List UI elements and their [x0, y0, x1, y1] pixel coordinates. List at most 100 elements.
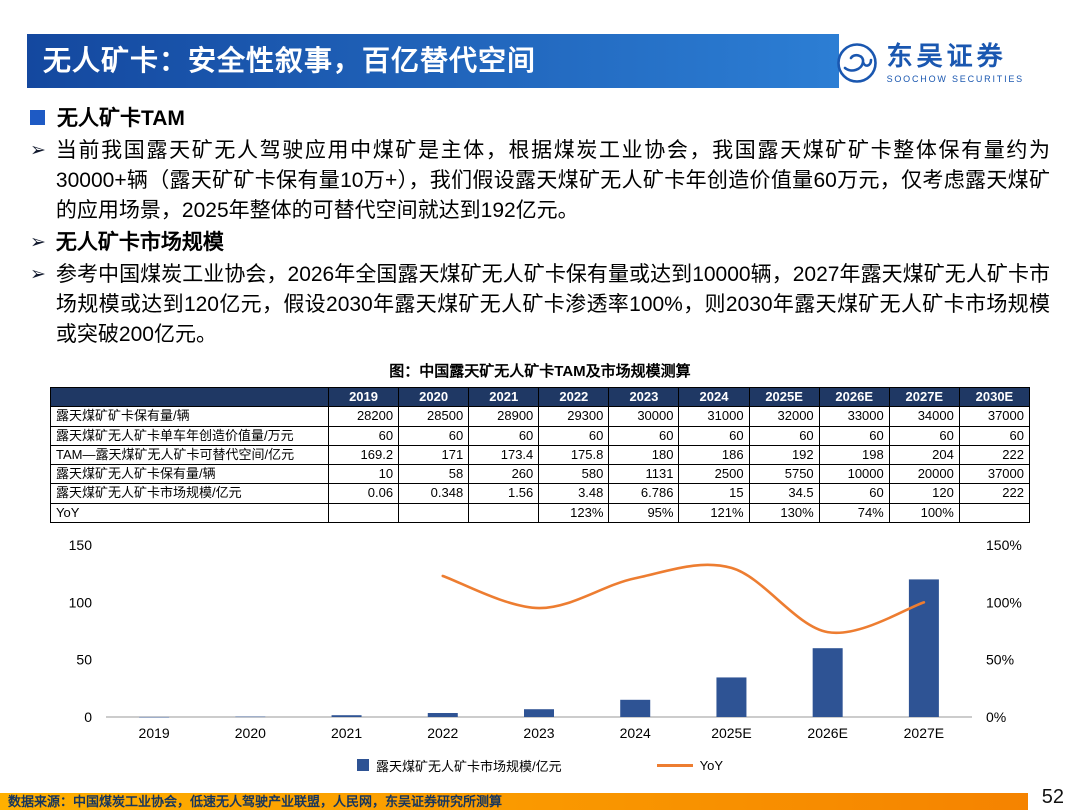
x-axis-category-label: 2019	[139, 725, 170, 741]
table-value-cell: 180	[608, 444, 680, 466]
right-axis-tick-label: 100%	[986, 594, 1022, 610]
x-axis-category-label: 2025E	[711, 725, 751, 741]
row-label-cell: 露天煤矿矿卡保有量/辆	[50, 406, 329, 427]
table-value-cell	[958, 502, 1031, 523]
legend-label-bar: 露天煤矿无人矿卡市场规模/亿元	[375, 758, 562, 774]
x-axis-category-label: 2020	[235, 725, 266, 741]
table-value-cell: 121%	[678, 502, 750, 523]
left-axis-tick-label: 0	[84, 709, 92, 725]
section-heading-tam: 无人矿卡TAM	[30, 102, 1050, 132]
bar-series-swatch	[356, 759, 369, 772]
table-year-header: 2027E	[888, 386, 960, 408]
paragraph-market: ➢ 参考中国煤炭工业协会，2026年全国露天煤矿无人矿卡保有量或达到10000辆…	[30, 260, 1050, 350]
table-value-cell: 37000	[958, 463, 1031, 485]
arrow-bullet-icon: ➢	[30, 140, 46, 161]
section-title: 无人矿卡市场规模	[55, 231, 224, 254]
page-title: 无人矿卡：安全性叙事，百亿替代空间	[43, 45, 537, 76]
table-value-cell: 29300	[538, 406, 610, 427]
table-value-cell: 60	[748, 425, 820, 446]
table-value-cell: 2500	[678, 463, 750, 485]
table-value-cell: 1.56	[468, 483, 540, 504]
table-value-cell: 580	[538, 463, 610, 485]
table-value-cell	[398, 502, 470, 523]
logo-text: 东吴证券 SOOCHOW SECURITIES	[887, 42, 1024, 84]
legend-item-bar: 露天煤矿无人矿卡市场规模/亿元	[356, 756, 562, 775]
table-value-cell: 20000	[888, 463, 960, 485]
table-value-cell: 32000	[748, 406, 820, 427]
line-series-swatch	[656, 763, 693, 767]
market-size-bar	[331, 714, 362, 717]
table-value-cell: 175.8	[538, 444, 610, 466]
row-label-cell: TAM—露天煤矿无人矿卡可替代空间/亿元	[50, 444, 329, 466]
table-year-header: 2024	[678, 386, 750, 408]
table-value-cell: 60	[468, 425, 540, 446]
table-value-cell: 60	[678, 425, 750, 446]
table-value-cell: 34000	[888, 406, 960, 427]
market-size-bar	[235, 716, 266, 717]
section-title: 无人矿卡TAM	[57, 107, 185, 130]
table-value-cell: 120	[888, 483, 960, 504]
table-value-cell: 0.06	[327, 483, 400, 504]
table-value-cell: 130%	[748, 502, 820, 523]
tam-data-table: 2019 2020 2021 2022 2023 2024 2025E 2026E 2027E 2…	[50, 386, 1031, 523]
left-axis-tick-label: 50	[76, 651, 92, 667]
x-axis-category-label: 2021	[331, 725, 362, 741]
paragraph-text: 当前我国露天矿无人驾驶应用中煤矿是主体，根据煤炭工业协会，我国露天煤矿矿卡整体保…	[55, 139, 1050, 222]
table-year-header: 2022	[538, 386, 610, 408]
x-axis-category-label: 2027E	[904, 725, 944, 741]
row-label-cell: 露天煤矿无人矿卡单车年创造价值量/万元	[50, 425, 329, 446]
table-value-cell: 10000	[818, 463, 890, 485]
table-value-cell: 10	[327, 463, 400, 485]
yoy-line	[441, 563, 926, 634]
table-value-cell: 222	[958, 444, 1031, 466]
square-bullet-icon	[30, 109, 45, 125]
table-value-cell: 60	[958, 425, 1031, 446]
table-value-cell: 37000	[958, 406, 1031, 427]
table-row: TAM—露天煤矿无人矿卡可替代空间/亿元 169.2 171 173.4 175.8 18…	[50, 444, 1031, 466]
table-value-cell: 60	[818, 425, 890, 446]
table-value-cell: 28200	[327, 406, 400, 427]
table-value-cell: 5750	[748, 463, 820, 485]
table-value-cell: 28900	[468, 406, 540, 427]
x-axis-category-label: 2026E	[807, 725, 847, 741]
table-year-header: 2023	[608, 386, 680, 408]
table-year-header: 2019	[327, 386, 400, 408]
row-label-cell: YoY	[50, 502, 329, 523]
table-header: 2019 2020 2021 2022 2023 2024 2025E 2026E 2027E 2…	[50, 386, 1031, 408]
table-value-cell: 34.5	[748, 483, 820, 504]
table-value-cell: 198	[818, 444, 890, 466]
table-value-cell: 173.4	[468, 444, 540, 466]
legend-item-line: YoY	[656, 758, 723, 773]
table-value-cell: 0.348	[398, 483, 470, 504]
table-value-cell: 58	[398, 463, 470, 485]
slide-body: 无人矿卡TAM ➢ 当前我国露天矿无人驾驶应用中煤矿是主体，根据煤炭工业协会，我…	[30, 102, 1050, 775]
table-value-cell: 74%	[818, 502, 890, 523]
table-value-cell: 204	[888, 444, 960, 466]
table-value-cell: 222	[958, 483, 1031, 504]
table-value-cell	[468, 502, 540, 523]
table-body: 露天煤矿矿卡保有量/辆 28200 28500 28900 29300 30000 3100…	[50, 406, 1031, 523]
table-year-header: 2021	[468, 386, 540, 408]
row-label-cell: 露天煤矿无人矿卡市场规模/亿元	[50, 483, 329, 504]
logo-name-cn: 东吴证券	[886, 41, 1007, 72]
combo-chart: 0 50 100 150 0% 50% 100% 150% 2019 2020 2021 2022 20…	[50, 529, 1030, 775]
table-value-cell: 60	[398, 425, 470, 446]
arrow-bullet-icon: ➢	[30, 232, 46, 253]
data-source-text: 数据来源：中国煤炭工业协会，低速无人驾驶产业联盟，人民网，东吴证券研究所测算	[8, 794, 503, 809]
table-value-cell: 123%	[538, 502, 610, 523]
table-value-cell: 100%	[888, 502, 960, 523]
row-label-cell: 露天煤矿无人矿卡保有量/辆	[50, 463, 329, 485]
paragraph-text: 参考中国煤炭工业协会，2026年全国露天煤矿无人矿卡保有量或达到10000辆，2…	[55, 263, 1050, 346]
table-value-cell: 33000	[818, 406, 890, 427]
table-year-header: 2025E	[748, 386, 820, 408]
table-value-cell: 31000	[678, 406, 750, 427]
page-number: 52	[1041, 786, 1064, 808]
table-value-cell: 15	[678, 483, 750, 504]
soochow-logo-icon	[836, 43, 877, 83]
paragraph-tam: ➢ 当前我国露天矿无人驾驶应用中煤矿是主体，根据煤炭工业协会，我国露天煤矿矿卡整…	[30, 136, 1050, 226]
table-year-header: 2026E	[818, 386, 890, 408]
table-value-cell: 60	[608, 425, 680, 446]
table-value-cell: 60	[818, 483, 890, 504]
figure-title: 图：中国露天矿无人矿卡TAM及市场规模测算	[389, 363, 691, 380]
